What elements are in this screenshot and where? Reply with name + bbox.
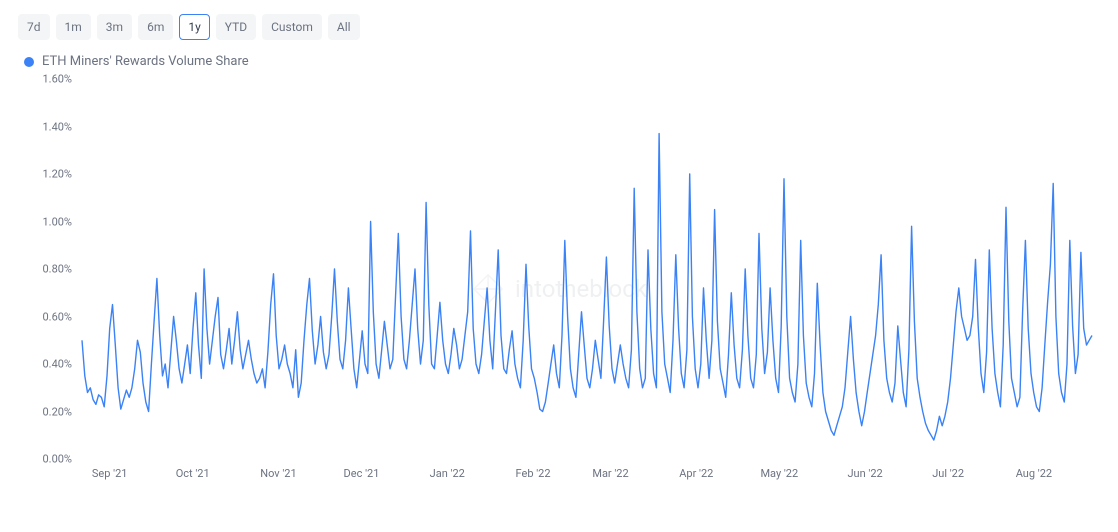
chart-widget: { "range_selector": { "options": [ { "ke… — [0, 0, 1118, 532]
range-7d-button[interactable]: 7d — [18, 14, 50, 40]
range-6m-button[interactable]: 6m — [138, 14, 173, 40]
y-axis-tick-label: 1.40% — [18, 120, 72, 133]
x-axis-tick-label: Jul '22 — [932, 467, 964, 480]
range-1y-button[interactable]: 1y — [179, 14, 209, 40]
range-3m-button[interactable]: 3m — [97, 14, 132, 40]
x-axis-tick-label: Dec '21 — [344, 467, 380, 480]
x-axis-tick-label: Apr '22 — [679, 467, 713, 480]
range-ytd-button[interactable]: YTD — [216, 14, 256, 40]
chart-area: intotheblock 0.00%0.20%0.40%0.60%0.80%1.… — [18, 79, 1100, 499]
y-axis-tick-label: 1.00% — [18, 215, 72, 228]
x-axis-tick-label: Jan '22 — [430, 467, 465, 480]
y-axis-tick-label: 0.20% — [18, 405, 72, 418]
x-axis-tick-label: Jun '22 — [847, 467, 882, 480]
x-axis-tick-label: Mar '22 — [592, 467, 628, 480]
y-axis-tick-label: 0.00% — [18, 453, 72, 466]
y-axis-tick-label: 1.20% — [18, 168, 72, 181]
range-all-button[interactable]: All — [328, 14, 360, 40]
series-line — [82, 134, 1092, 440]
chart-legend: ETH Miners' Rewards Volume Share — [18, 54, 1100, 69]
x-axis-tick-label: Aug '22 — [1016, 467, 1052, 480]
time-range-selector: 7d1m3m6m1y YTDCustomAll — [18, 14, 1100, 40]
x-axis-tick-label: Feb '22 — [516, 467, 551, 480]
x-axis-tick-label: Sep '21 — [92, 467, 128, 480]
x-axis-tick-label: Oct '21 — [176, 467, 210, 480]
y-axis-tick-label: 0.40% — [18, 358, 72, 371]
line-chart — [18, 79, 1112, 489]
range-custom-button[interactable]: Custom — [262, 14, 322, 40]
x-axis-tick-label: May '22 — [760, 467, 798, 480]
x-axis-tick-label: Nov '21 — [260, 467, 296, 480]
legend-marker — [24, 57, 34, 67]
y-axis-tick-label: 1.60% — [18, 73, 72, 86]
y-axis-tick-label: 0.60% — [18, 310, 72, 323]
y-axis-tick-label: 0.80% — [18, 263, 72, 276]
range-1m-button[interactable]: 1m — [56, 14, 91, 40]
legend-label: ETH Miners' Rewards Volume Share — [42, 54, 249, 69]
